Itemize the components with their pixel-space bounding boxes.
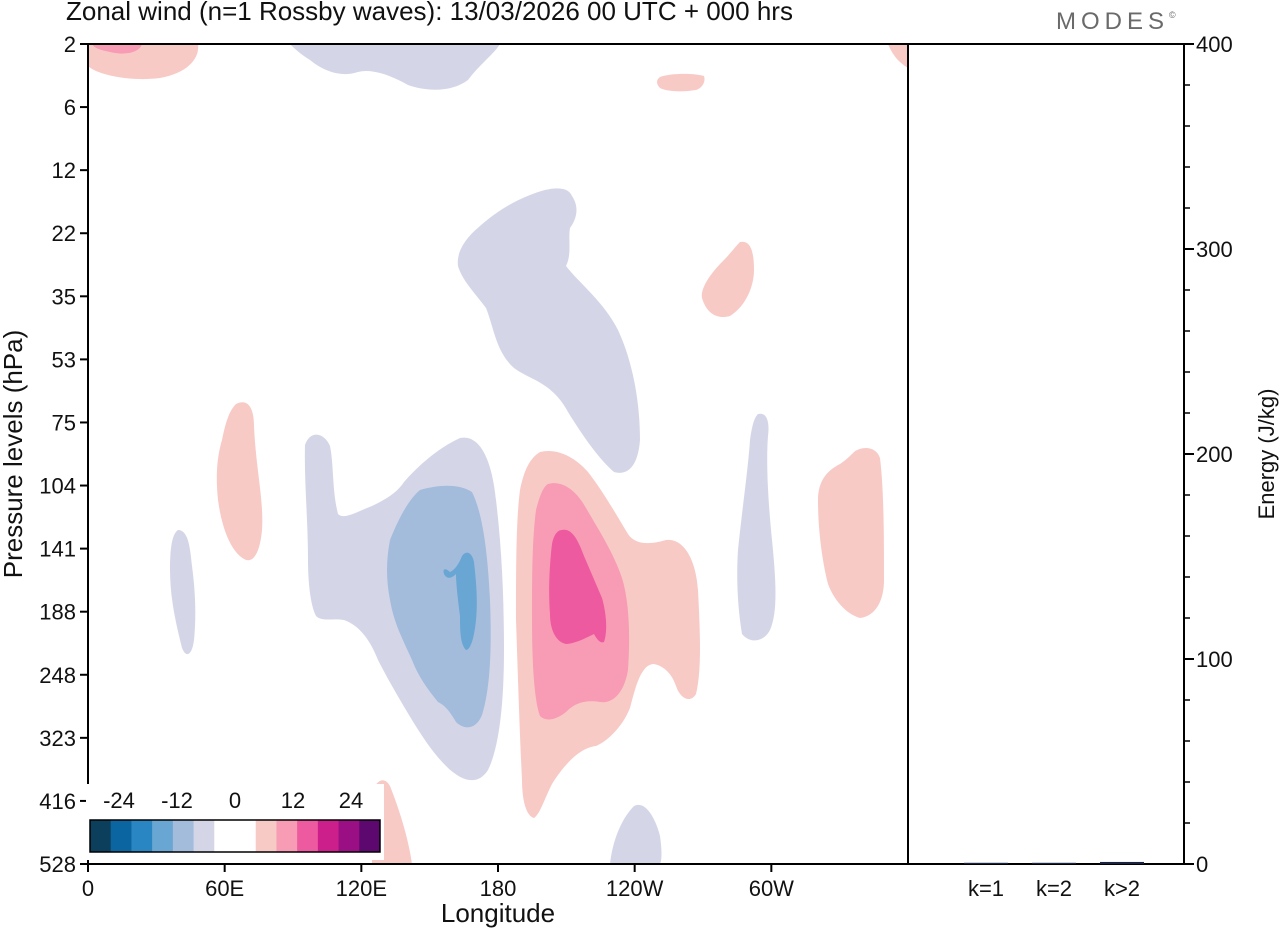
colorbar-label: 0 (229, 788, 241, 813)
contour-pos-6-small-top (657, 73, 705, 92)
colorbar-label: 24 (339, 788, 363, 813)
y-tick-label: 323 (39, 726, 76, 751)
contour-pos-12-topleft (92, 44, 142, 54)
energy-bar (1032, 862, 1076, 864)
contour-pos-6-upper-right (701, 241, 754, 318)
colorbar: -24 -12 0 12 24 (86, 784, 384, 860)
contour-neg-6-left (170, 530, 196, 655)
y-tick-label: 53 (52, 347, 76, 372)
y-axis-title: Pressure levels (hPa) (0, 330, 28, 579)
colorbar-swatch (172, 820, 195, 852)
colorbar-swatch (152, 820, 174, 852)
colorbar-swatch (255, 820, 277, 852)
contour-neg-12-center (387, 485, 491, 728)
colorbar-swatch (338, 820, 360, 852)
energy-axis: 0 100 200 300 400 (1184, 32, 1233, 877)
y-tick-label: 141 (39, 537, 76, 562)
y-tick-label: 12 (52, 158, 76, 183)
longitude-axis: 0 60E 120E 180 120W 60W (82, 864, 794, 901)
contour-neg-6-upper (457, 188, 640, 473)
colorbar-label: 12 (281, 788, 305, 813)
logo-text: MODES (1056, 8, 1170, 35)
x-axis-title: Longitude (441, 898, 555, 928)
energy-bars (964, 861, 1144, 864)
energy-category-label: k=1 (968, 876, 1004, 901)
colorbar-swatch (90, 820, 112, 852)
x-tick-label: 120W (606, 876, 664, 901)
energy-categories: k=1 k=2 k>2 (968, 876, 1140, 901)
energy-category-label: k=2 (1036, 876, 1072, 901)
colorbar-swatch (276, 820, 298, 852)
energy-tick-label: 300 (1196, 237, 1233, 262)
colorbar-frame (89, 819, 381, 853)
contour-pos-6-left (216, 402, 263, 561)
modes-logo: MODES© (1056, 8, 1176, 36)
colorbar-swatch (297, 820, 319, 852)
y-tick-label: 188 (39, 600, 76, 625)
colorbar-swatch (235, 820, 257, 852)
contour-neg-6-top (290, 44, 500, 90)
y-tick-label: 248 (39, 663, 76, 688)
colorbar-label: -12 (161, 788, 193, 813)
x-tick-label: 60E (205, 876, 244, 901)
y-tick-label: 22 (52, 221, 76, 246)
logo-copyright-mark: © (1169, 10, 1176, 20)
y-tick-label: 104 (39, 474, 76, 499)
energy-bar (964, 862, 1008, 864)
energy-tick-label: 100 (1196, 647, 1233, 672)
energy-bar (1100, 861, 1144, 864)
energy-tick-label: 0 (1196, 852, 1208, 877)
energy-plot-frame (907, 43, 1185, 865)
colorbar-label: -24 (103, 788, 135, 813)
x-tick-label: 0 (82, 876, 94, 901)
energy-tick-label: 400 (1196, 32, 1233, 57)
colorbar-swatch (214, 820, 236, 852)
y-tick-label: 35 (52, 284, 76, 309)
contour-pos-24-center (549, 529, 607, 644)
x-tick-label: 180 (480, 876, 517, 901)
y-tick-label: 6 (64, 95, 76, 120)
colorbar-swatch (317, 820, 340, 852)
y-tick-label: 528 (39, 852, 76, 877)
contour-pos-6-right (818, 448, 884, 618)
x-tick-label: 60W (749, 876, 794, 901)
colorbar-swatch (110, 820, 132, 852)
contour-neg-6-right (737, 413, 776, 641)
energy-category-label: k>2 (1104, 876, 1140, 901)
colorbar-swatch (131, 820, 153, 852)
colorbar-swatch (193, 820, 215, 852)
y-tick-label: 75 (52, 410, 76, 435)
main-plot-frame (87, 43, 909, 865)
contour-field (88, 44, 908, 864)
y-tick-label: 416 (39, 789, 76, 814)
contour-neg-18-center (443, 552, 477, 650)
contour-pos-6-topright (888, 44, 908, 68)
pressure-axis: 2 6 12 22 35 53 75 104 141 188 248 323 416 528 (39, 32, 88, 877)
energy-tick-label: 200 (1196, 442, 1233, 467)
x-tick-label: 120E (336, 876, 387, 901)
colorbar-swatch (359, 820, 381, 852)
y-tick-label: 2 (64, 32, 76, 57)
chart-title: Zonal wind (n=1 Rossby waves): 13/03/202… (66, 0, 793, 26)
energy-axis-title: Energy (J/kg) (1254, 389, 1279, 520)
contour-neg-6-bottom (610, 804, 662, 864)
